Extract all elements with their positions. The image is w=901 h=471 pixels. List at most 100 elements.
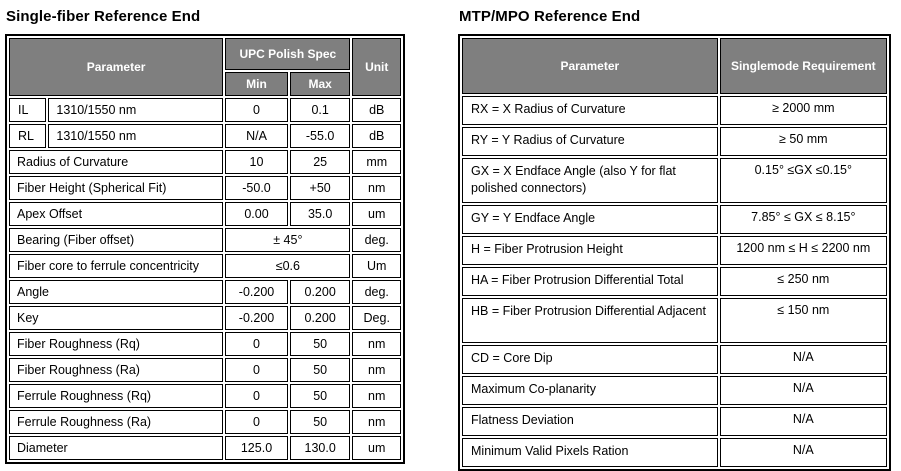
min-cell: -50.0 (225, 176, 288, 200)
requirement-cell: ≥ 50 mm (719, 127, 887, 156)
param-name-cell: Maximum Co-planarity (462, 376, 718, 405)
table-row: HA = Fiber Protrusion Differential Total… (462, 267, 887, 296)
param-name-cell: Key (9, 306, 224, 330)
min-cell: 10 (225, 150, 288, 174)
table-row: Minimum Valid Pixels Ration N/A (462, 438, 887, 467)
table-row: CD = Core Dip N/A (462, 345, 887, 374)
param-code-cell: IL (9, 98, 47, 122)
max-cell: 0.1 (289, 98, 351, 122)
unit-cell: dB (352, 98, 401, 122)
col-header-parameter: Parameter (462, 38, 718, 94)
single-fiber-table-header: Parameter UPC Polish Spec Unit Min Max (9, 38, 401, 96)
min-cell: 0.00 (225, 202, 288, 226)
unit-cell: mm (352, 150, 401, 174)
unit-cell: deg. (352, 228, 401, 252)
param-name-cell: Fiber Roughness (Ra) (9, 358, 224, 382)
param-name-cell: Apex Offset (9, 202, 224, 226)
max-cell: 130.0 (289, 436, 351, 460)
min-cell: 0 (225, 384, 288, 408)
table-row: Flatness Deviation N/A (462, 407, 887, 436)
min-cell: -0.200 (225, 306, 288, 330)
table-row: Key -0.200 0.200 Deg. (9, 306, 401, 330)
max-cell: 50 (289, 358, 351, 382)
table-row: Maximum Co-planarity N/A (462, 376, 887, 405)
table-row: RY = Y Radius of Curvature ≥ 50 mm (462, 127, 887, 156)
param-name-cell: Fiber Height (Spherical Fit) (9, 176, 224, 200)
table-row: Radius of Curvature 10 25 mm (9, 150, 401, 174)
col-header-unit: Unit (352, 38, 401, 96)
col-header-upc-polish-spec: UPC Polish Spec (225, 38, 351, 70)
param-name-cell: Radius of Curvature (9, 150, 224, 174)
requirement-cell: ≤ 150 nm (719, 298, 887, 343)
table-row: GX = X Endface Angle (also Y for flat po… (462, 158, 887, 203)
min-cell: 0 (225, 410, 288, 434)
mtp-mpo-table-body: RX = X Radius of Curvature ≥ 2000 mm RY = … (462, 96, 887, 467)
single-fiber-table: Parameter UPC Polish Spec Unit Min Max I… (5, 34, 405, 464)
param-name-cell: HB = Fiber Protrusion Differential Adjac… (462, 298, 718, 343)
requirement-cell: N/A (719, 438, 887, 467)
requirement-cell: 1200 nm ≤ H ≤ 2200 nm (719, 236, 887, 265)
param-name-cell: 1310/1550 nm (48, 124, 224, 148)
table-row: Ferrule Roughness (Rq) 0 50 nm (9, 384, 401, 408)
single-fiber-title: Single-fiber Reference End (6, 8, 201, 25)
table-row: IL 1310/1550 nm 0 0.1 dB (9, 98, 401, 122)
unit-cell: Deg. (352, 306, 401, 330)
param-name-cell: Fiber Roughness (Rq) (9, 332, 224, 356)
table-row: RX = X Radius of Curvature ≥ 2000 mm (462, 96, 887, 125)
col-header-parameter: Parameter (9, 38, 224, 96)
min-cell: 0 (225, 358, 288, 382)
param-name-cell: HA = Fiber Protrusion Differential Total (462, 267, 718, 296)
requirement-cell: 0.15° ≤GX ≤0.15° (719, 158, 887, 203)
max-cell: -55.0 (289, 124, 351, 148)
table-row: Fiber Height (Spherical Fit) -50.0 +50 nm (9, 176, 401, 200)
param-name-cell: RY = Y Radius of Curvature (462, 127, 718, 156)
max-cell: +50 (289, 176, 351, 200)
param-name-cell: Ferrule Roughness (Ra) (9, 410, 224, 434)
table-row: Diameter 125.0 130.0 um (9, 436, 401, 460)
param-name-cell: GX = X Endface Angle (also Y for flat po… (462, 158, 718, 203)
max-cell: 0.200 (289, 280, 351, 304)
spec-span-cell: ± 45° (225, 228, 351, 252)
unit-cell: nm (352, 176, 401, 200)
requirement-cell: 7.85° ≤ GX ≤ 8.15° (719, 205, 887, 234)
unit-cell: um (352, 202, 401, 226)
table-row: Fiber Roughness (Ra) 0 50 nm (9, 358, 401, 382)
param-code-cell: RL (9, 124, 47, 148)
table-row: RL 1310/1550 nm N/A -55.0 dB (9, 124, 401, 148)
min-cell: -0.200 (225, 280, 288, 304)
unit-cell: nm (352, 332, 401, 356)
requirement-cell: ≤ 250 nm (719, 267, 887, 296)
unit-cell: nm (352, 384, 401, 408)
max-cell: 0.200 (289, 306, 351, 330)
param-name-cell: Minimum Valid Pixels Ration (462, 438, 718, 467)
table-row: Ferrule Roughness (Ra) 0 50 nm (9, 410, 401, 434)
mtp-mpo-table-header: Parameter Singlemode Requirement (462, 38, 887, 94)
min-cell: 0 (225, 98, 288, 122)
col-header-min: Min (225, 72, 288, 96)
max-cell: 50 (289, 332, 351, 356)
param-name-cell: RX = X Radius of Curvature (462, 96, 718, 125)
param-name-cell: Flatness Deviation (462, 407, 718, 436)
param-name-cell: CD = Core Dip (462, 345, 718, 374)
table-row: HB = Fiber Protrusion Differential Adjac… (462, 298, 887, 343)
col-header-singlemode-requirement: Singlemode Requirement (719, 38, 887, 94)
unit-cell: deg. (352, 280, 401, 304)
requirement-cell: N/A (719, 376, 887, 405)
mtp-mpo-section: MTP/MPO Reference End Parameter Singlemo… (458, 6, 891, 471)
requirement-cell: ≥ 2000 mm (719, 96, 887, 125)
spec-span-cell: ≤0.6 (225, 254, 351, 278)
table-row: GY = Y Endface Angle 7.85° ≤ GX ≤ 8.15° (462, 205, 887, 234)
mtp-mpo-title: MTP/MPO Reference End (459, 8, 641, 25)
table-row: Angle -0.200 0.200 deg. (9, 280, 401, 304)
param-name-cell: H = Fiber Protrusion Height (462, 236, 718, 265)
max-cell: 50 (289, 384, 351, 408)
max-cell: 25 (289, 150, 351, 174)
single-fiber-section: Single-fiber Reference End Parameter UPC… (5, 6, 405, 464)
param-name-cell: Angle (9, 280, 224, 304)
unit-cell: dB (352, 124, 401, 148)
max-cell: 50 (289, 410, 351, 434)
min-cell: 125.0 (225, 436, 288, 460)
param-name-cell: Diameter (9, 436, 224, 460)
param-name-cell: GY = Y Endface Angle (462, 205, 718, 234)
